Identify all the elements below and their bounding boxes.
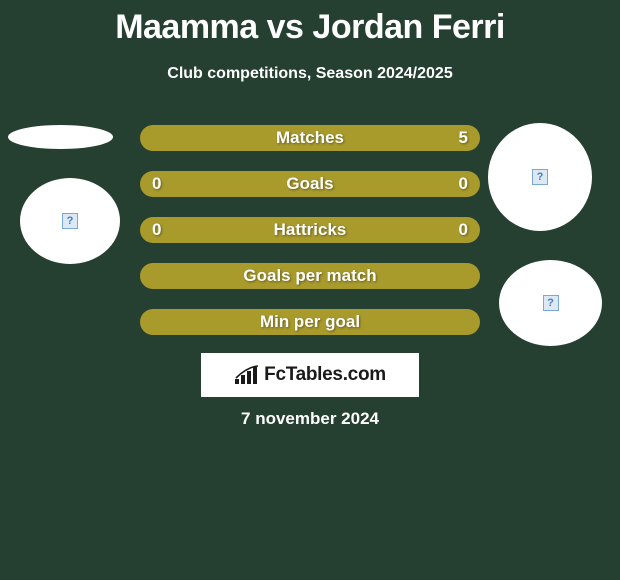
stat-label: Matches [276, 128, 344, 148]
stat-label: Hattricks [274, 220, 347, 240]
stat-row-min-per-goal: Min per goal [140, 309, 480, 335]
stat-row-hattricks: 0 Hattricks 0 [140, 217, 480, 243]
stat-row-goals: 0 Goals 0 [140, 171, 480, 197]
placeholder-icon [62, 213, 78, 229]
brand-text: FcTables.com [264, 364, 386, 386]
stat-left-value: 0 [152, 174, 161, 194]
decorative-ellipse-left [8, 125, 113, 149]
player-avatar-right-2 [499, 260, 602, 346]
stat-right-value: 0 [459, 220, 468, 240]
player-avatar-left [20, 178, 120, 264]
stat-right-value: 5 [459, 128, 468, 148]
placeholder-icon [543, 295, 559, 311]
stat-label: Goals per match [243, 266, 376, 286]
player-avatar-right-1 [488, 123, 592, 231]
page-subtitle: Club competitions, Season 2024/2025 [0, 65, 620, 83]
bars-signal-icon [234, 365, 260, 385]
stat-row-goals-per-match: Goals per match [140, 263, 480, 289]
stats-table: Matches 5 0 Goals 0 0 Hattricks 0 Goals … [140, 125, 480, 355]
stat-row-matches: Matches 5 [140, 125, 480, 151]
stat-label: Goals [286, 174, 333, 194]
stat-right-value: 0 [459, 174, 468, 194]
footer-date: 7 november 2024 [0, 409, 620, 429]
brand-watermark: FcTables.com [201, 353, 419, 397]
stat-left-value: 0 [152, 220, 161, 240]
stat-label: Min per goal [260, 312, 360, 332]
placeholder-icon [532, 169, 548, 185]
page-title: Maamma vs Jordan Ferri [0, 0, 620, 47]
